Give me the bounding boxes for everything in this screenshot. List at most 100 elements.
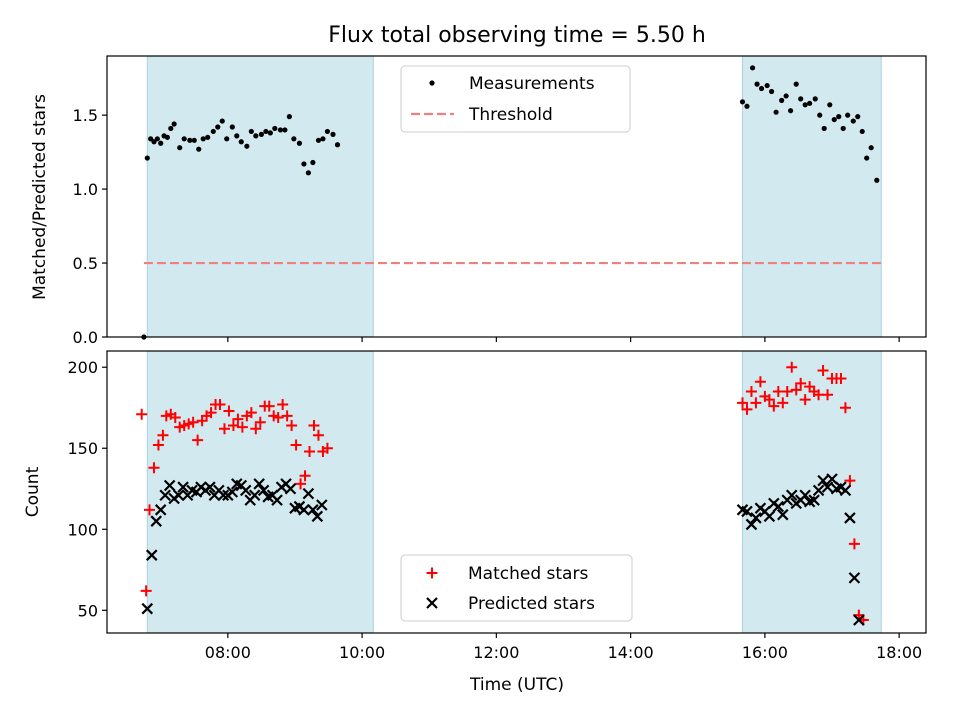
measurement-point [758, 85, 765, 92]
measurement-point [215, 124, 221, 130]
y-tick-label: 150 [67, 439, 98, 458]
matched-star-point [152, 439, 164, 451]
x-tick-label: 08:00 [205, 643, 251, 662]
measurement-point [210, 128, 216, 135]
observing-window-band [742, 350, 882, 634]
matched-star-point [763, 394, 775, 406]
measurement-point [817, 112, 823, 118]
predicted-star-point [145, 549, 158, 561]
predicted-star-point [763, 510, 776, 523]
measurement-point [821, 125, 827, 132]
y-tick-label: 100 [67, 520, 98, 539]
measurement-point [282, 127, 288, 133]
matched-star-point [281, 410, 293, 422]
matched-star-point [750, 397, 762, 409]
measurement-point [320, 136, 326, 142]
matched-star-point [321, 442, 333, 454]
matched-star-point [737, 397, 749, 409]
legend-measurement-marker [429, 80, 435, 86]
count-panel: 50 100 150 200 08:00 10:00 12:00 14:00 16:00 18:0… [23, 350, 927, 695]
matched-star-point [144, 504, 156, 516]
predicted-stars-points [141, 473, 865, 626]
predicted-star-point [826, 473, 838, 485]
predicted-star-point [745, 518, 758, 531]
predicted-star-point [853, 614, 865, 626]
measurement-point [244, 143, 250, 149]
x-tick-label: 16:00 [742, 643, 788, 662]
matched-star-point [844, 475, 856, 487]
measurement-point [151, 139, 157, 145]
predicted-star-point [159, 489, 171, 502]
measurement-point [177, 145, 183, 151]
measurement-point [219, 118, 225, 124]
measurement-point [263, 128, 269, 135]
measurement-point [812, 96, 818, 102]
legend-threshold-label: Threshold [468, 105, 553, 125]
y-tick-label: 1.5 [73, 106, 98, 125]
matched-star-point [822, 389, 834, 401]
legend-predicted-marker [426, 597, 438, 609]
matched-star-point [848, 538, 860, 550]
ratio-panel: 0.0 0.5 1.0 1.5 Matched/Predicted stars Mea… [30, 55, 927, 347]
measurement-point [783, 93, 789, 99]
measurement-point [749, 65, 756, 71]
measurement-point [301, 161, 307, 167]
matched-star-point [295, 478, 307, 490]
measurement-point [807, 100, 813, 106]
legend-matched-marker [426, 567, 438, 579]
measurement-point [181, 136, 187, 142]
measurement-point [836, 114, 842, 120]
matched-star-point [223, 405, 235, 417]
predicted-star-point [253, 478, 265, 490]
legend-box [400, 554, 633, 622]
measurement-point [253, 133, 259, 139]
matched-star-point [839, 402, 851, 414]
measurement-point [148, 136, 154, 142]
measurement-point [196, 146, 202, 152]
measurement-point [191, 137, 197, 143]
predicted-star-point [257, 484, 270, 497]
count-legend: Matched stars Predicted stars [400, 554, 633, 622]
measurement-point [286, 114, 292, 120]
measurement-point [158, 140, 164, 146]
matched-star-point [277, 398, 289, 410]
matched-star-point [795, 377, 807, 389]
matched-star-point [148, 462, 160, 474]
ratio-legend: Measurements Threshold [400, 65, 631, 133]
measurement-point [864, 155, 870, 161]
predicted-star-point [311, 510, 324, 523]
predicted-star-point [844, 512, 856, 524]
measurement-point [310, 159, 316, 166]
matched-star-point [169, 411, 181, 423]
measurement-point [238, 139, 244, 145]
predicted-star-point [226, 486, 239, 498]
measurement-point [764, 82, 770, 89]
predicted-star-point [217, 489, 230, 502]
matched-star-point [250, 423, 262, 435]
matched-star-point [140, 585, 152, 597]
measurement-point [234, 133, 240, 139]
predicted-star-point [848, 572, 861, 584]
predicted-star-point [777, 508, 789, 521]
measurement-point [850, 118, 856, 124]
measurement-point [164, 134, 171, 140]
measurement-point [224, 136, 230, 142]
measurement-point [205, 134, 211, 140]
matched-star-point [768, 400, 780, 412]
measurement-point [845, 112, 851, 118]
matched-star-point [299, 470, 311, 482]
legend-box [400, 65, 631, 133]
predicted-star-point [172, 489, 185, 502]
measurement-point [296, 140, 303, 146]
predicted-star-point [821, 481, 834, 493]
legend-predicted-label: Predicted stars [468, 594, 595, 614]
measurement-point [330, 131, 336, 137]
matched-star-point [777, 397, 789, 409]
matched-star-point [192, 434, 204, 446]
x-tick-label: 12:00 [473, 643, 519, 662]
time-x-axis-label: Time (UTC) [469, 675, 564, 695]
matched-star-point [205, 407, 217, 419]
matched-star-point [245, 407, 257, 419]
measurement-point [248, 128, 254, 135]
axes-frame [106, 350, 927, 634]
